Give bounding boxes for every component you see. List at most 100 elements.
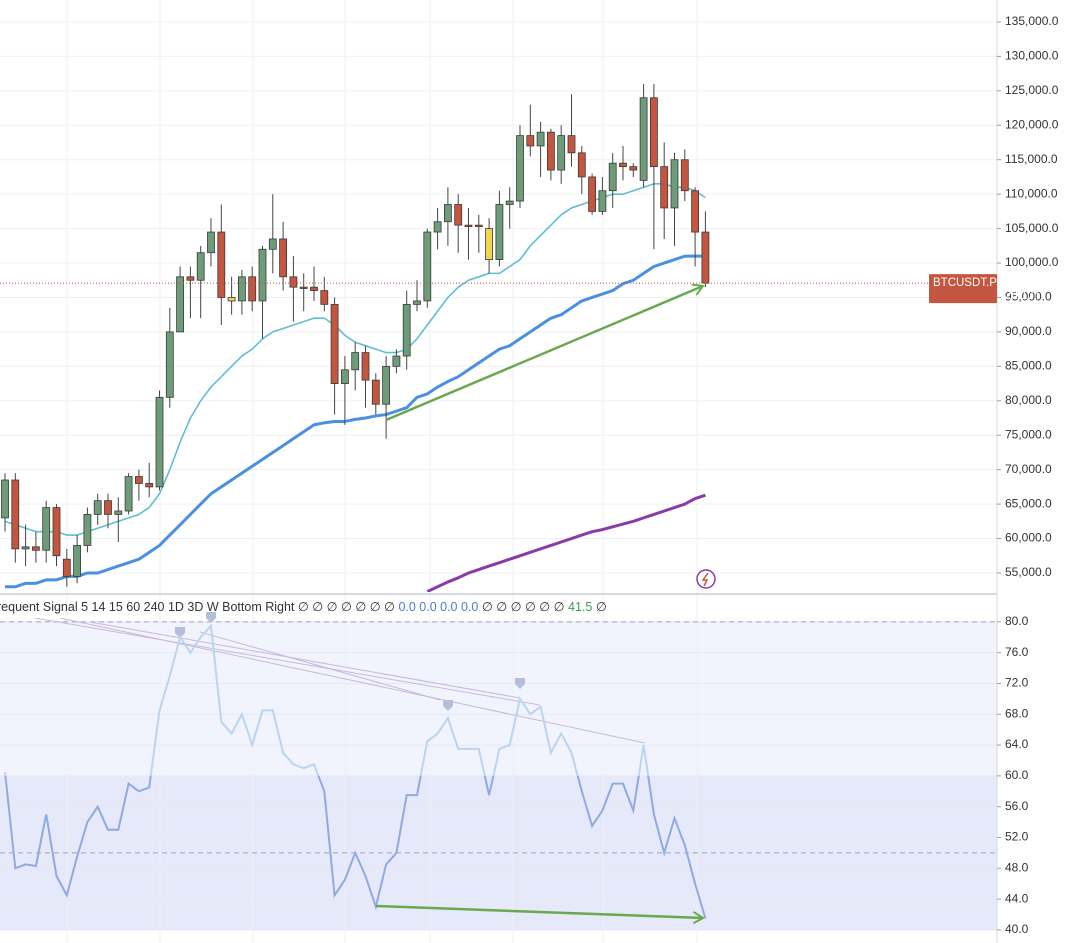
candle-body bbox=[536, 131, 545, 147]
candle-body bbox=[310, 286, 318, 291]
y-tick-label: 75,000.0 bbox=[1005, 427, 1052, 441]
candle-body bbox=[21, 546, 30, 550]
indicator-legend: requent Signal 5 14 15 60 240 1D 3D W Bo… bbox=[0, 600, 607, 614]
legend-value: ∅ bbox=[596, 600, 607, 614]
moving-average bbox=[426, 493, 706, 592]
candle-body bbox=[670, 159, 679, 209]
candle-body bbox=[186, 276, 195, 281]
legend-value: ∅ ∅ ∅ ∅ ∅ ∅ bbox=[482, 600, 565, 614]
y-tick-label: 80,000.0 bbox=[1005, 393, 1052, 407]
rsi-markers bbox=[175, 612, 525, 711]
candle-body bbox=[32, 546, 40, 551]
legend-value: ∅ ∅ ∅ ∅ ∅ ∅ ∅ bbox=[298, 600, 395, 614]
candle-body bbox=[351, 352, 360, 371]
candle-body bbox=[165, 331, 174, 398]
moving-average bbox=[5, 254, 706, 589]
y-tick-label: 64.0 bbox=[1005, 737, 1029, 751]
y-tick-label: 135,000.0 bbox=[1005, 14, 1059, 28]
candle-body bbox=[279, 238, 288, 278]
candle-body bbox=[258, 248, 267, 302]
candle-body bbox=[701, 231, 710, 284]
candle-body bbox=[516, 135, 524, 202]
candle-body bbox=[268, 238, 277, 250]
candle-body bbox=[104, 500, 112, 515]
y-tick-label: 120,000.0 bbox=[1005, 117, 1059, 131]
candle-body bbox=[495, 204, 504, 260]
legend-value: 0.0 0.0 0.0 0.0 bbox=[398, 600, 478, 614]
alert-icon bbox=[696, 569, 716, 589]
candle-body bbox=[42, 507, 51, 551]
y-tick-label: 48.0 bbox=[1005, 860, 1029, 874]
candle-body bbox=[330, 303, 339, 384]
y-tick-label: 130,000.0 bbox=[1005, 49, 1059, 63]
countdown-label: 2d 17h bbox=[1005, 290, 1040, 302]
candle-body bbox=[134, 476, 143, 484]
trend-arrow bbox=[385, 286, 703, 422]
candle-body bbox=[207, 231, 215, 254]
candle-body bbox=[577, 152, 586, 178]
candle-body bbox=[1, 479, 9, 519]
candle-body bbox=[402, 303, 411, 357]
candle-body bbox=[464, 224, 473, 227]
y-tick-label: 76.0 bbox=[1005, 645, 1029, 659]
candle-body bbox=[145, 483, 154, 488]
candle-body bbox=[52, 507, 61, 557]
candle-body bbox=[619, 162, 627, 168]
vertical-grid bbox=[66, 0, 698, 943]
y-tick-label: 110,000.0 bbox=[1005, 186, 1058, 200]
y-tick-label: 56.0 bbox=[1005, 799, 1029, 813]
candle-body bbox=[485, 228, 494, 260]
y-tick-label: 100,000.0 bbox=[1005, 255, 1059, 269]
candle-body bbox=[124, 476, 133, 512]
candle-body bbox=[413, 300, 421, 305]
rsi-trendlines bbox=[31, 618, 646, 744]
y-tick-label: 105,000.0 bbox=[1005, 221, 1059, 235]
candle-body bbox=[371, 379, 380, 405]
y-tick-label: 90,000.0 bbox=[1005, 324, 1052, 338]
last-price-label: 97,076.0 bbox=[1005, 277, 1050, 289]
candle-body bbox=[423, 231, 432, 302]
candle-body bbox=[62, 558, 71, 577]
y-tick-label: 80.0 bbox=[1005, 614, 1029, 628]
candle-body bbox=[433, 221, 442, 233]
candle-body bbox=[567, 135, 576, 154]
y-tick-label: 44.0 bbox=[1005, 891, 1029, 905]
candle-body bbox=[227, 297, 236, 302]
y-tick-label: 72.0 bbox=[1005, 676, 1029, 690]
candle-body bbox=[474, 224, 483, 227]
candle-body bbox=[93, 500, 102, 515]
y-tick-label: 95,000.0 bbox=[1005, 290, 1052, 304]
candle-body bbox=[454, 204, 463, 226]
candle-body bbox=[629, 166, 638, 171]
rsi-trend-arrow bbox=[375, 904, 703, 918]
candle-body bbox=[289, 276, 298, 288]
candle-body bbox=[11, 479, 20, 550]
y-tick-label: 115,000.0 bbox=[1005, 152, 1058, 166]
y-tick-label: 85,000.0 bbox=[1005, 359, 1052, 373]
candle-body bbox=[526, 135, 535, 147]
candle-body bbox=[73, 545, 81, 577]
candle-body bbox=[691, 190, 699, 233]
candle-body bbox=[83, 514, 92, 546]
rsi-grid bbox=[0, 621, 997, 931]
candle-body bbox=[320, 290, 329, 305]
candle-body bbox=[361, 352, 370, 381]
rsi-line bbox=[4, 775, 707, 919]
candle-body bbox=[505, 200, 514, 205]
rsi bbox=[4, 623, 707, 919]
candle-body bbox=[598, 190, 607, 212]
y-tick-label: 60.0 bbox=[1005, 768, 1029, 782]
candle-body bbox=[392, 355, 401, 367]
candle-body bbox=[340, 369, 349, 384]
candle-body bbox=[680, 159, 689, 192]
candle-body bbox=[588, 176, 596, 212]
candle-body bbox=[557, 135, 566, 171]
candle-body bbox=[114, 510, 123, 515]
last-price-box bbox=[929, 274, 997, 304]
candle-body bbox=[196, 252, 205, 281]
candle-body bbox=[248, 276, 257, 302]
candle-body bbox=[660, 166, 669, 209]
y-tick-label: 40.0 bbox=[1005, 922, 1029, 936]
candle-body bbox=[176, 276, 185, 333]
y-tick-label: 55,000.0 bbox=[1005, 565, 1052, 579]
